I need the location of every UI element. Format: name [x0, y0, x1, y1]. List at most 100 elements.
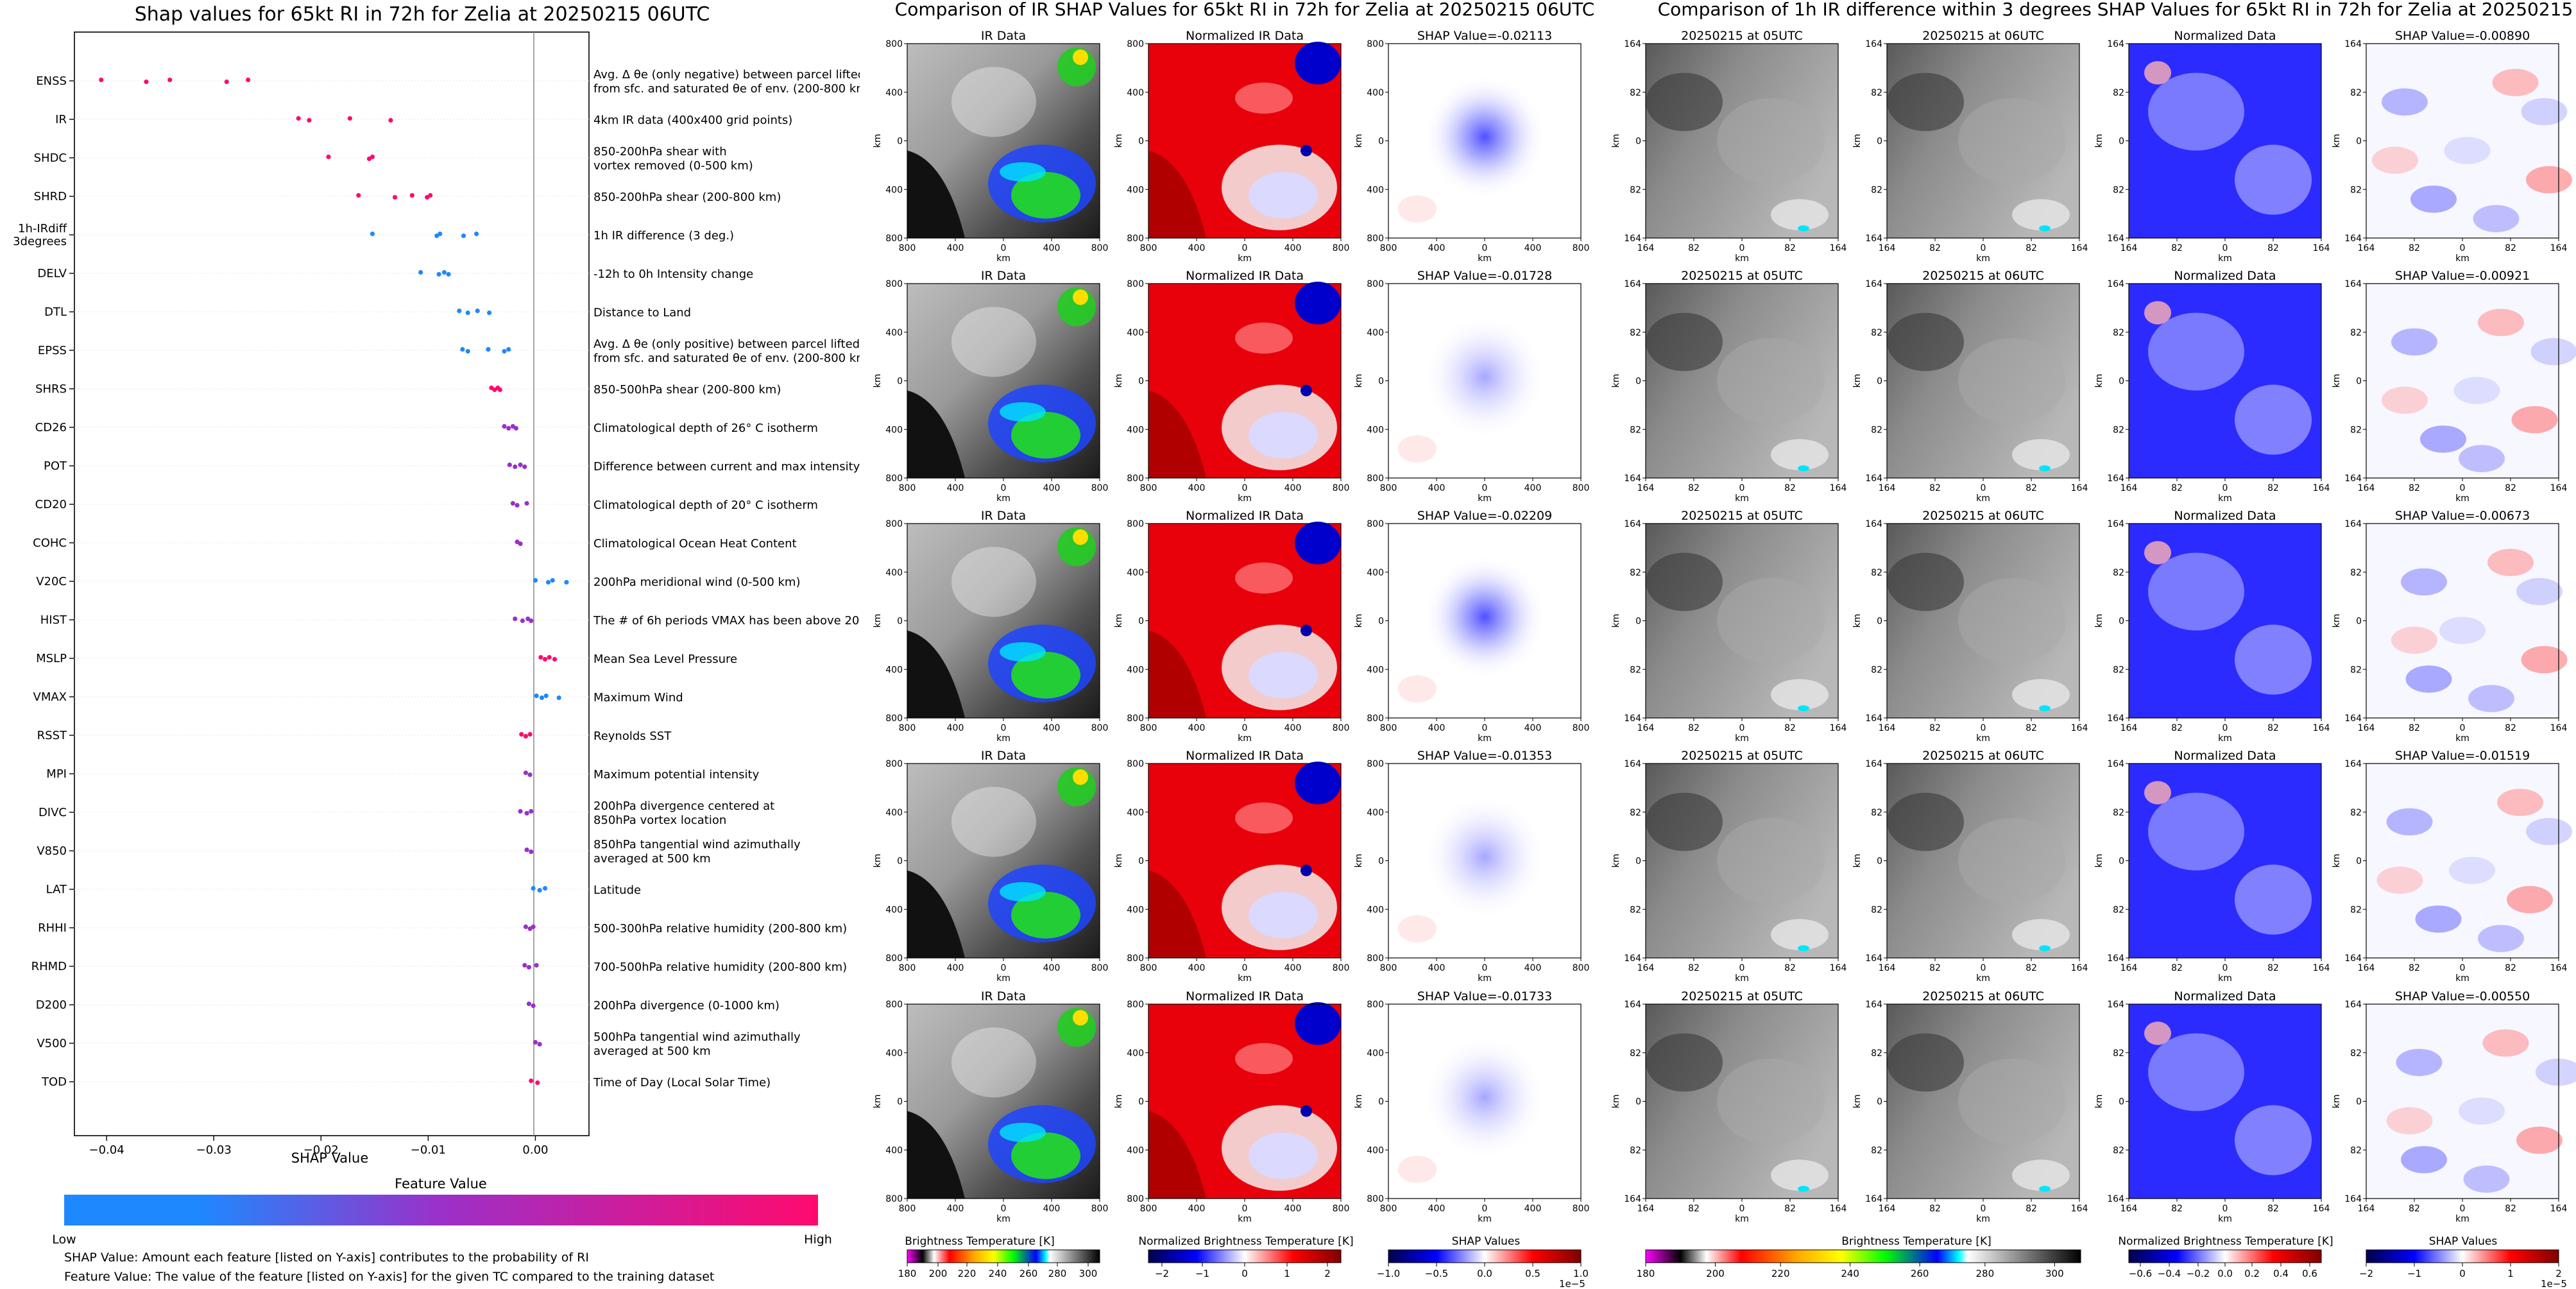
norm-ir-deep-blue: [1295, 761, 1341, 805]
shap-diff-spot: [2463, 1165, 2510, 1193]
shap-point: [370, 154, 375, 160]
ir-cold-cloud-green: [1011, 171, 1080, 219]
feature-description-label: 850hPa vortex location: [593, 814, 726, 827]
shap-point: [529, 1078, 534, 1084]
panel-y-tick-label: 800: [1127, 1194, 1144, 1204]
colorbar-tick-label: 240: [989, 1268, 1007, 1279]
ir-dark-region: [907, 870, 965, 958]
panel-title: SHAP Value=-0.02209: [1417, 509, 1552, 523]
panel-title: Normalized IR Data: [1186, 509, 1304, 523]
shap-x-axis-label: SHAP Value: [291, 1150, 369, 1166]
panel-title: Normalized Data: [2174, 29, 2276, 43]
panel-y-tick-label: 400: [885, 568, 903, 578]
panel-x-tick-label: 800: [1140, 723, 1157, 733]
gray-mid-patch: [1717, 1058, 1825, 1145]
ir-dark-region: [907, 150, 965, 238]
feature-name-label: EPSS: [38, 344, 67, 357]
colorbar-tick-label: 0.5: [1525, 1268, 1540, 1279]
panel-y-tick-label: 164: [2107, 713, 2124, 724]
panel-x-tick-label: 0: [1242, 243, 1248, 253]
panel-y-tick-label: 82: [2350, 808, 2362, 818]
gray-cyan-spot: [1798, 1186, 1809, 1192]
panel-x-tick-label: 164: [2071, 243, 2088, 253]
irdiff-cb-title: Brightness Temperature [K]: [1841, 1235, 1991, 1248]
panel-title: SHAP Value=-0.02113: [1417, 29, 1552, 43]
feature-description-label: 700-500hPa relative humidity (200-800 km…: [593, 960, 847, 974]
panel-x-tick-label: 400: [1284, 1204, 1302, 1214]
panel-x-tick-label: 800: [1333, 723, 1350, 733]
gray-cyan-spot: [2039, 1186, 2051, 1192]
panel-y-tick-label: 0: [1378, 137, 1384, 147]
ir-cloud-cyan: [1000, 402, 1046, 422]
gray-dark-patch: [1887, 1033, 1964, 1092]
shap-point: [545, 579, 551, 585]
norm-ir-blue-spot: [1301, 1105, 1312, 1117]
panel-y-tick-label: 400: [885, 1048, 903, 1059]
shap-point: [465, 348, 470, 354]
shap-point: [522, 464, 527, 470]
shap-chart-title: Shap values for 65kt RI in 72h for Zelia…: [135, 3, 710, 26]
norm-ir-blue-spot: [1301, 624, 1312, 636]
panel-y-tick-label: 164: [2344, 519, 2362, 529]
panel-y-tick-label: 400: [1127, 568, 1144, 578]
feature-name-label: MPI: [46, 767, 67, 781]
gray-mid-patch: [1717, 817, 1825, 904]
shap-value-explanation: SHAP Value: Amount each feature [listed …: [64, 1251, 589, 1265]
colorbar-tick-label: 300: [1079, 1268, 1098, 1279]
panel-x-tick-label: 400: [1043, 483, 1061, 493]
panel-x-axis-label: km: [1976, 253, 1990, 264]
ir-cold-cloud-green: [1011, 651, 1080, 699]
panel-x-tick-label: 0: [1981, 1204, 1986, 1214]
panel-y-tick-label: 82: [1630, 88, 1641, 98]
panel-x-tick-label: 164: [1830, 963, 1847, 973]
panel-x-tick-label: 0: [2460, 963, 2466, 973]
shap-diff-spot: [2468, 685, 2514, 712]
panel-title: SHAP Value=-0.00921: [2395, 269, 2530, 283]
shap-point: [441, 269, 447, 275]
shap-diff-spot: [2372, 146, 2418, 175]
panel-y-tick-label: 164: [2344, 1000, 2362, 1010]
feature-description-label: Distance to Land: [593, 306, 691, 320]
panel-x-tick-label: 0: [1739, 723, 1745, 733]
panel-x-tick-label: 164: [2313, 483, 2330, 493]
shap-point: [513, 425, 518, 431]
panel-x-tick-label: 400: [947, 1204, 964, 1214]
panel-x-tick-label: 800: [1140, 243, 1157, 253]
panel-x-tick-label: 400: [1428, 723, 1446, 733]
shap-point: [531, 885, 536, 891]
panel-x-tick-label: 0: [1739, 1204, 1745, 1214]
shap-point: [518, 808, 523, 814]
panel-y-tick-label: 0: [897, 617, 903, 627]
panel-y-tick-label: 164: [2107, 234, 2124, 244]
panel-y-tick-label: 0: [897, 137, 903, 147]
shap-diff-spot: [2391, 328, 2437, 356]
panel-y-tick-label: 400: [885, 328, 903, 338]
panel-y-axis-label: km: [2094, 854, 2104, 868]
gray-mid-patch: [1958, 337, 2066, 424]
colorbar-tick-label: −0.2: [2187, 1268, 2210, 1279]
panel-y-tick-label: 400: [1367, 88, 1384, 98]
panel-y-tick-label: 0: [1378, 617, 1384, 627]
shap-point: [556, 695, 561, 701]
panel-x-tick-label: 400: [947, 483, 964, 493]
panel-x-tick-label: 400: [1524, 1204, 1542, 1214]
shap-point: [542, 885, 548, 891]
panel-y-tick-label: 164: [2107, 519, 2124, 529]
panel-x-tick-label: 164: [2313, 1204, 2330, 1214]
panel-y-tick-label: 82: [2350, 665, 2362, 675]
feature-name-label: V850: [37, 844, 67, 858]
shap-diff-spot: [2391, 626, 2437, 654]
panel-y-tick-label: 400: [1127, 665, 1144, 675]
panel-x-tick-label: 800: [899, 1204, 916, 1214]
panel-y-tick-label: 0: [897, 857, 903, 867]
shap-diff-image: [2366, 1004, 2559, 1199]
colorbar-tick-label: 1: [1284, 1268, 1290, 1279]
norm-ir-dark-red: [1148, 870, 1206, 958]
